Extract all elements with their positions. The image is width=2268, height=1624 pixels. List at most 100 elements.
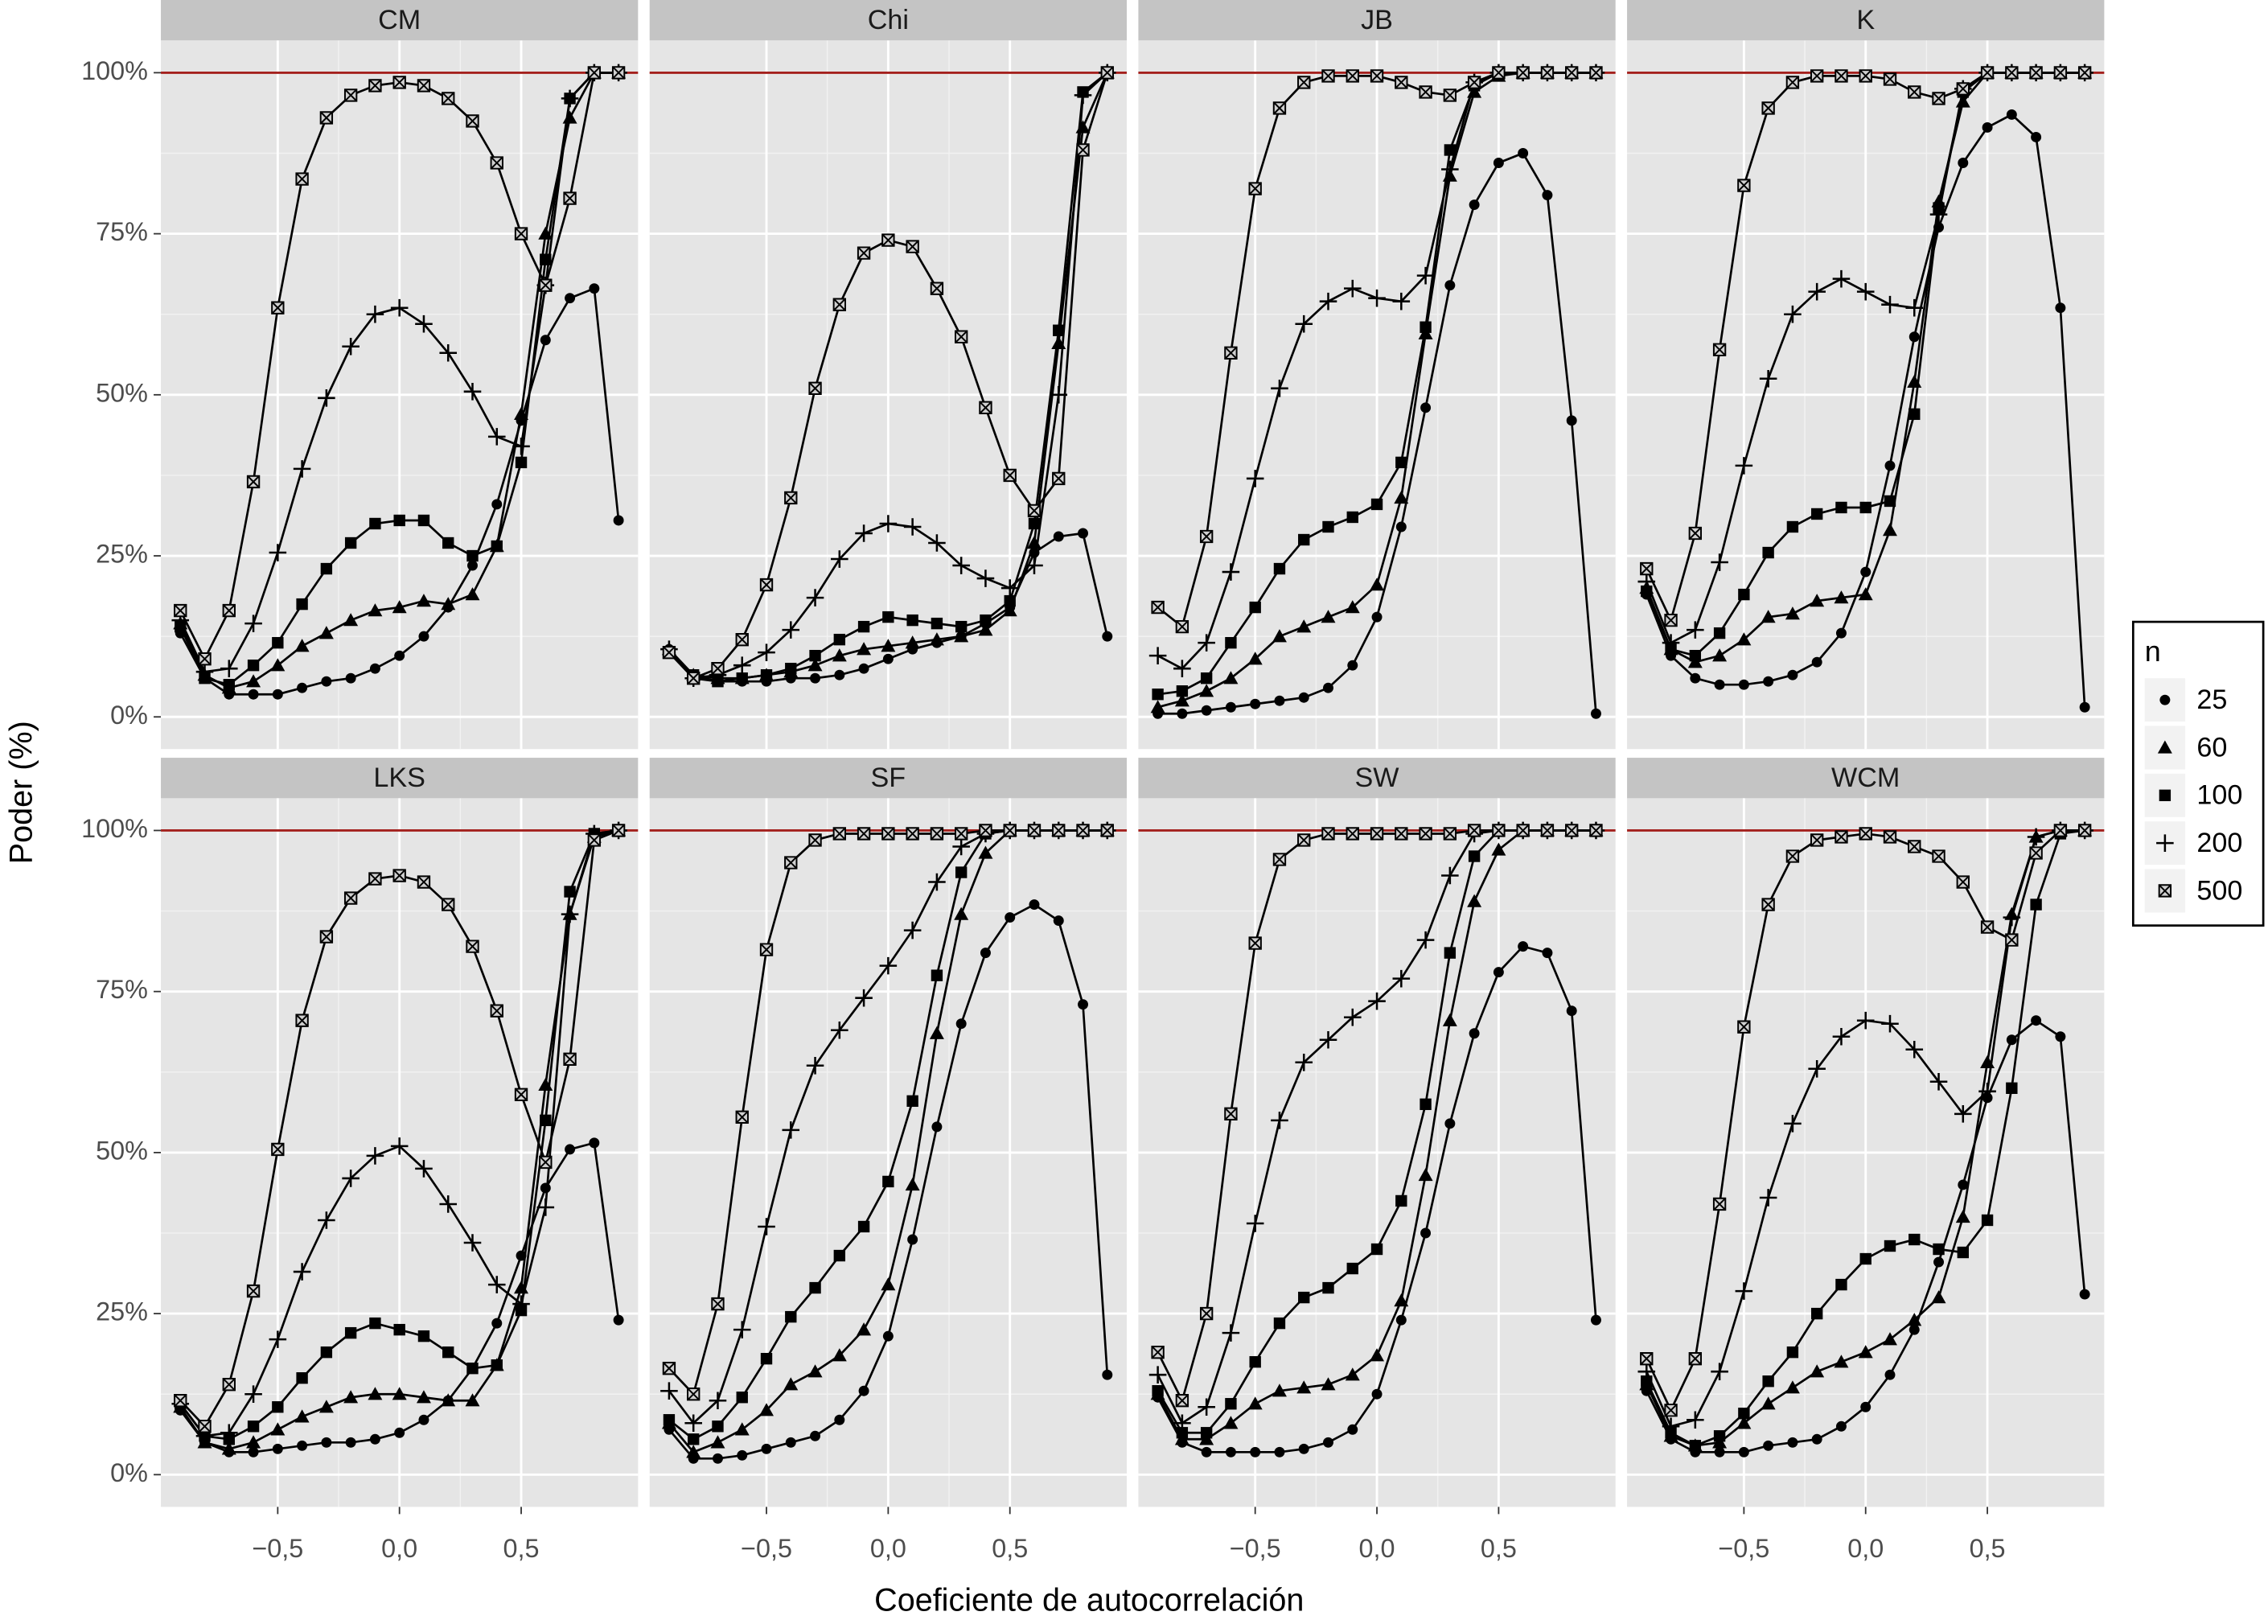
- data-point: [1051, 335, 1066, 349]
- data-point: [1102, 631, 1113, 642]
- data-point: [1565, 66, 1579, 80]
- data-point: [246, 674, 261, 688]
- data-point: [955, 1018, 967, 1030]
- data-point: [441, 597, 456, 611]
- data-point: [711, 1297, 725, 1311]
- data-point: [1201, 705, 1212, 716]
- data-point: [1761, 898, 1775, 911]
- data-point: [808, 381, 822, 395]
- y-tick-label: 50%: [96, 378, 148, 407]
- data-point: [1346, 511, 1358, 524]
- data-point: [1641, 1375, 1653, 1388]
- data-point: [1322, 1281, 1334, 1294]
- data-point: [297, 682, 308, 693]
- data-point: [930, 282, 944, 295]
- data-point: [735, 1110, 749, 1124]
- data-point: [858, 1385, 869, 1396]
- data-point: [2079, 701, 2090, 713]
- data-point: [1323, 682, 1333, 693]
- data-point: [439, 343, 458, 362]
- data-point: [1808, 1059, 1826, 1078]
- data-point: [1956, 875, 1970, 889]
- data-point: [514, 406, 529, 421]
- data-point: [1518, 941, 1529, 952]
- data-point: [1687, 621, 1704, 639]
- data-point: [760, 669, 773, 681]
- data-point: [1835, 830, 1848, 844]
- data-point: [2030, 898, 2042, 911]
- data-point: [686, 1445, 701, 1458]
- data-point: [761, 1443, 772, 1454]
- data-point: [416, 1390, 431, 1404]
- data-point: [980, 948, 991, 959]
- data-point: [928, 534, 946, 552]
- data-point: [248, 1446, 259, 1457]
- data-point: [466, 1362, 479, 1375]
- data-point: [1222, 563, 1240, 581]
- data-point: [1540, 66, 1555, 80]
- data-point: [1784, 305, 1802, 323]
- strip: [649, 0, 1128, 41]
- data-point: [1761, 1396, 1776, 1410]
- data-point: [1492, 824, 1506, 837]
- data-point: [952, 837, 970, 856]
- x-tick-label: −0,5: [741, 1534, 792, 1563]
- data-point: [1346, 69, 1359, 83]
- data-point: [1246, 1215, 1264, 1232]
- data-point: [1637, 1363, 1656, 1380]
- data-point: [833, 1249, 846, 1262]
- data-point: [1589, 824, 1603, 837]
- data-point: [1224, 346, 1238, 360]
- data-point: [1956, 82, 1970, 96]
- data-point: [294, 639, 310, 652]
- data-point: [418, 1414, 429, 1425]
- data-point: [1394, 1293, 1409, 1307]
- data-point: [1832, 269, 1851, 288]
- data-point: [806, 1056, 824, 1075]
- data-point: [1176, 685, 1189, 697]
- data-point: [390, 298, 409, 317]
- data-point: [272, 636, 284, 649]
- data-point: [1591, 708, 1601, 719]
- data-point: [1175, 1394, 1189, 1408]
- data-point: [1272, 1383, 1287, 1397]
- data-point: [1028, 517, 1041, 530]
- data-point: [1908, 408, 1921, 421]
- data-point: [855, 524, 873, 542]
- data-point: [296, 1372, 308, 1384]
- data-point: [1958, 1179, 1969, 1190]
- data-point: [1076, 824, 1090, 837]
- data-point: [1856, 282, 1875, 301]
- data-point: [1664, 613, 1678, 627]
- data-point: [1516, 824, 1530, 837]
- data-point: [2029, 66, 2043, 80]
- data-point: [1908, 1233, 1921, 1246]
- data-point: [688, 1433, 700, 1445]
- data-point: [1662, 634, 1680, 652]
- data-point: [222, 603, 236, 618]
- data-point: [1368, 289, 1386, 307]
- data-point: [906, 614, 918, 627]
- data-point: [1250, 698, 1261, 709]
- x-axis-label: Coeficiente de autocorrelación: [874, 1582, 1304, 1618]
- data-point: [759, 1403, 774, 1416]
- data-point: [1980, 66, 1995, 80]
- data-point: [1784, 1115, 1802, 1133]
- data-point: [1884, 495, 1896, 508]
- data-point: [1222, 1324, 1240, 1342]
- data-point: [490, 1004, 503, 1018]
- data-point: [487, 1276, 506, 1293]
- data-point: [174, 603, 187, 618]
- data-point: [1247, 652, 1263, 665]
- data-point: [1787, 669, 1798, 680]
- data-point: [562, 110, 577, 124]
- data-point: [467, 560, 478, 571]
- data-point: [979, 824, 992, 837]
- data-point: [1052, 824, 1066, 837]
- data-point: [1223, 1416, 1239, 1429]
- data-point: [1392, 292, 1411, 310]
- data-point: [758, 643, 775, 661]
- data-point: [490, 156, 503, 170]
- data-point: [439, 1195, 458, 1213]
- data-point: [1832, 1027, 1851, 1046]
